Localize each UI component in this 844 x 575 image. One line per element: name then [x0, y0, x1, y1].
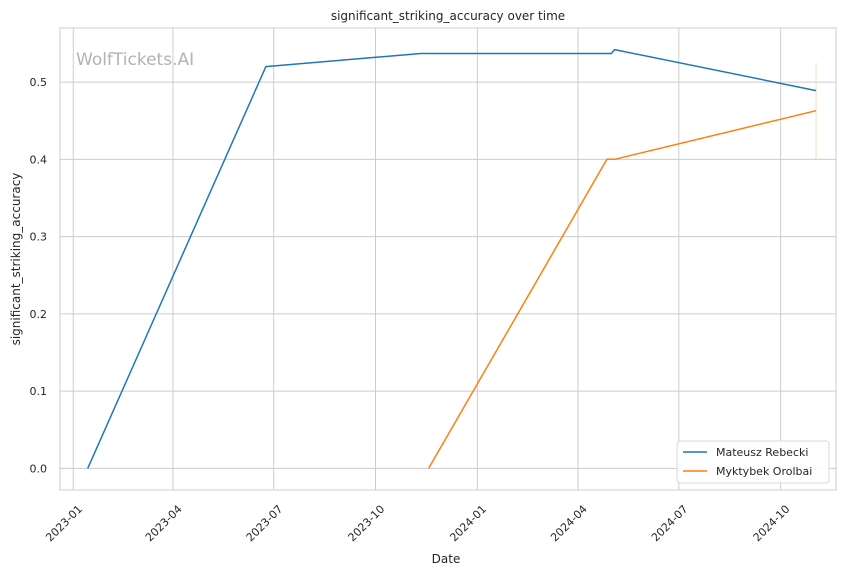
y-tick-label: 0.5	[30, 76, 48, 89]
legend-label-myktybek-orolbai: Myktybek Orolbai	[716, 465, 812, 478]
y-axis-ticks: 0.0 0.1 0.2 0.3 0.4 0.5	[30, 76, 48, 475]
y-tick-label: 0.1	[30, 385, 48, 398]
y-tick-label: 0.4	[30, 153, 48, 166]
x-axis-label: Date	[432, 552, 461, 566]
legend-label-mateusz-rebecki: Mateusz Rebecki	[716, 446, 808, 459]
y-axis-label: significant_striking_accuracy	[9, 173, 23, 346]
y-tick-label: 0.2	[30, 308, 48, 321]
grid	[60, 28, 836, 490]
series-line-mateusz-rebecki	[87, 48, 817, 469]
watermark: WolfTickets.AI	[76, 50, 194, 70]
legend-box	[676, 440, 830, 484]
series-line-myktybek-orolbai	[427, 109, 817, 469]
chart-title: significant_striking_accuracy over time	[331, 9, 565, 23]
y-tick-label: 0.0	[30, 462, 48, 475]
legend: Mateusz Rebecki Myktybek Orolbai	[676, 440, 830, 484]
y-tick-label: 0.3	[30, 231, 48, 244]
plot-frame	[59, 27, 837, 491]
series-layer	[87, 48, 817, 469]
